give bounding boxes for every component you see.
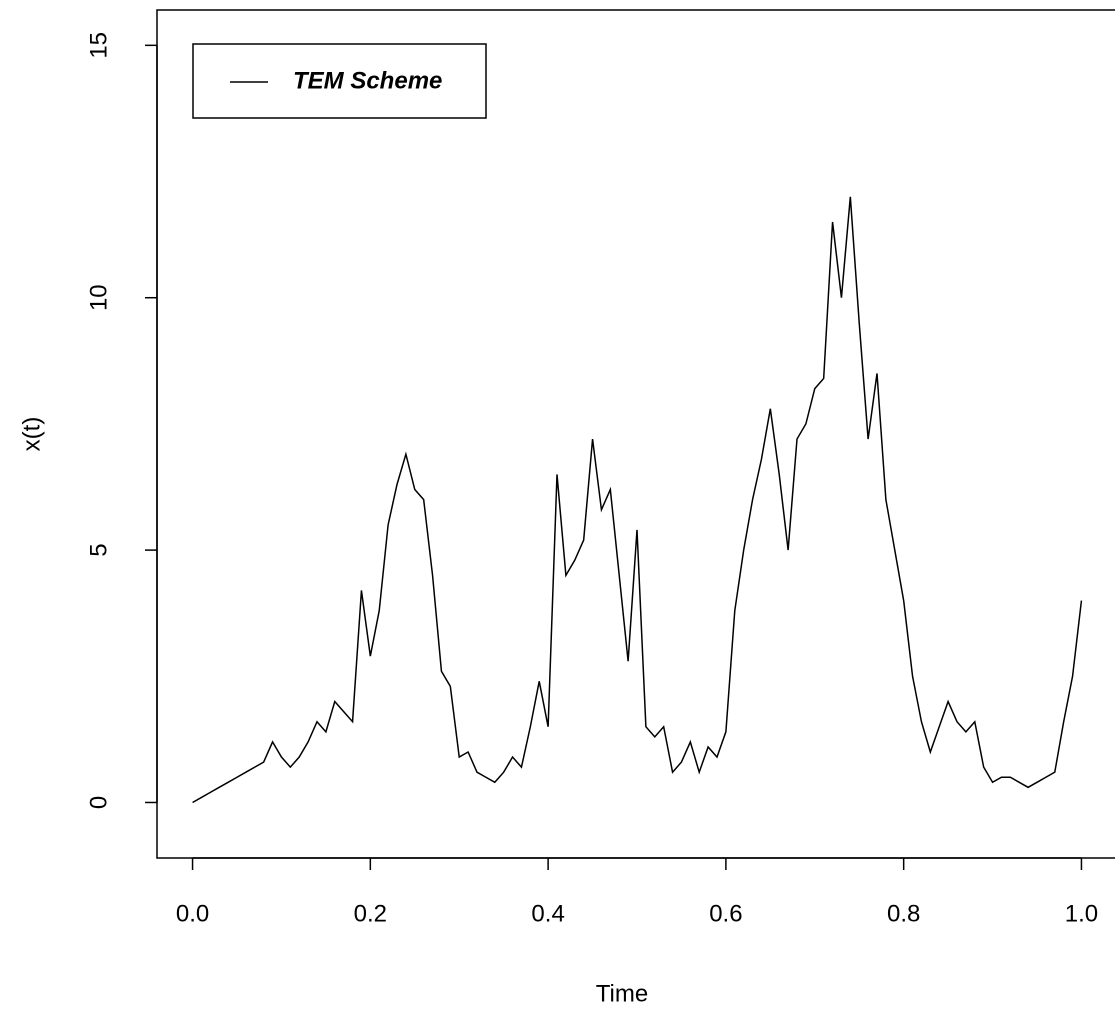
y-tick-label: 0 [85,796,112,809]
x-axis-label: Time [596,980,648,1007]
x-tick-label: 0.6 [709,900,742,927]
y-tick-label: 15 [85,32,112,59]
x-tick-label: 0.4 [531,900,564,927]
legend-box [192,43,487,119]
x-tick-label: 1.0 [1065,900,1098,927]
data-line [192,196,1083,804]
legend-label: TEM Scheme [293,67,442,94]
x-tick-label: 0.0 [176,900,209,927]
x-tick-label: 0.8 [887,900,920,927]
y-tick-label: 5 [85,543,112,556]
x-tick-label: 0.2 [354,900,387,927]
y-axis-label: x(t) [18,417,45,452]
plot-box [156,9,1115,859]
y-tick-label: 10 [85,284,112,311]
